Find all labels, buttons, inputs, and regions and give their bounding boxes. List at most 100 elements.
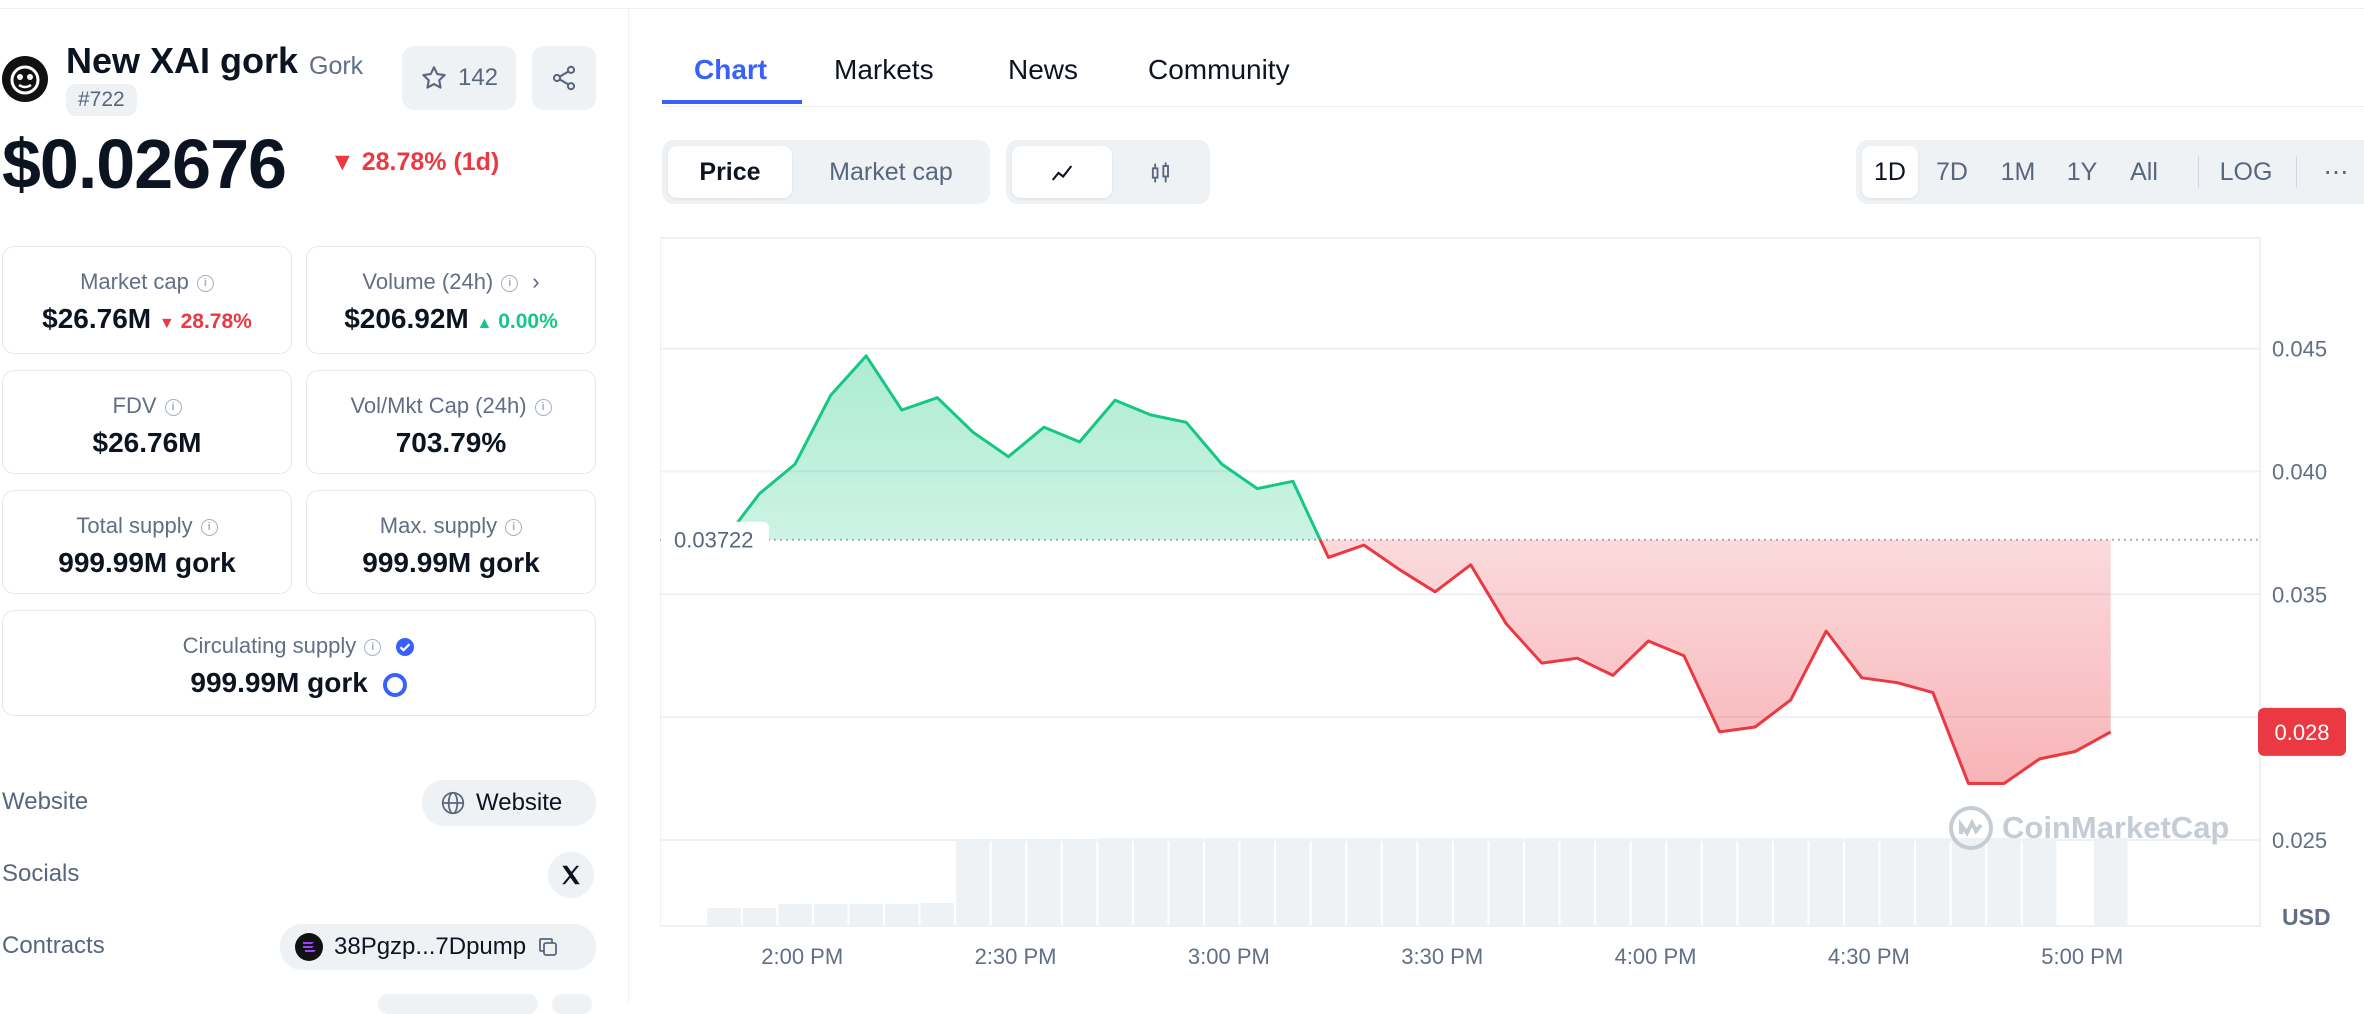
circulating-supply-card: Circulating supply i 999.99M gork bbox=[2, 610, 596, 716]
fdv-card: FDV i $26.76M bbox=[2, 370, 292, 474]
range-separator bbox=[2296, 156, 2297, 188]
price-line-down bbox=[723, 539, 2112, 785]
range-selector: 1D 7D 1M 1Y All LOG ⋯ bbox=[1856, 140, 2364, 204]
solana-icon bbox=[295, 933, 323, 961]
partial-button[interactable] bbox=[378, 994, 538, 1014]
circulating-supply-label: Circulating supply bbox=[182, 633, 357, 658]
area-above-reference bbox=[724, 355, 2111, 540]
candle-chart-button[interactable] bbox=[1118, 146, 1204, 198]
star-icon bbox=[422, 66, 446, 89]
volume-bar bbox=[1027, 840, 1061, 926]
tab-community[interactable]: Community bbox=[1148, 54, 1290, 85]
partial-icon-button[interactable] bbox=[552, 994, 592, 1014]
info-icon[interactable]: i bbox=[505, 518, 523, 536]
caret-down-icon: ▼ bbox=[330, 148, 355, 176]
volume-change-value: 0.00% bbox=[498, 310, 558, 333]
range-1y[interactable]: 1Y bbox=[2066, 158, 2098, 186]
price-chart[interactable]: 0.0450.0400.0350.0300.0250.037220.0282:0… bbox=[660, 236, 2364, 1004]
tab-chart[interactable]: Chart bbox=[694, 54, 768, 85]
volume-bar bbox=[742, 908, 777, 926]
market-cap-label-row: Market cap i bbox=[3, 269, 291, 295]
volume-card[interactable]: Volume (24h) i › $206.92M ▲ 0.00% bbox=[306, 246, 596, 354]
tab-markets[interactable]: Markets bbox=[834, 54, 934, 85]
info-icon[interactable]: i bbox=[200, 518, 218, 536]
watermark-text: CoinMarketCap bbox=[2002, 810, 2230, 845]
market-cap-value: $26.76M bbox=[42, 303, 152, 334]
panel-divider bbox=[628, 8, 629, 1004]
fdv-label-row: FDV i bbox=[3, 393, 291, 419]
x-tick-label: 2:30 PM bbox=[975, 944, 1057, 969]
area-below-reference bbox=[724, 539, 2111, 784]
volume-bar bbox=[1738, 838, 1772, 926]
volume-bar bbox=[1133, 838, 1168, 926]
x-tick-label: 3:00 PM bbox=[1188, 944, 1270, 969]
volume-bar bbox=[1631, 838, 1666, 926]
circulating-supply-value: 999.99M gork bbox=[190, 667, 368, 698]
info-icon[interactable]: i bbox=[364, 638, 382, 656]
volume-bar bbox=[2093, 838, 2128, 926]
caret-down-icon: ▼ bbox=[158, 315, 175, 332]
supply-ring-icon[interactable] bbox=[382, 672, 408, 698]
copy-icon[interactable] bbox=[536, 935, 560, 959]
website-label: Website bbox=[2, 788, 89, 815]
price: $0.02676 bbox=[2, 125, 287, 203]
volume-bar bbox=[1276, 838, 1310, 926]
coin-name: New XAI gork bbox=[66, 40, 299, 81]
circulating-supply-value-row: 999.99M gork bbox=[3, 667, 595, 699]
globe-icon bbox=[441, 791, 465, 815]
info-icon[interactable]: i bbox=[164, 398, 182, 416]
volume-label-row: Volume (24h) i › bbox=[307, 269, 595, 295]
y-tick-label: 0.025 bbox=[2272, 828, 2327, 853]
tab-news[interactable]: News bbox=[1008, 54, 1079, 85]
fdv-label: FDV bbox=[112, 393, 157, 418]
market-cap-toggle[interactable]: Market cap bbox=[829, 158, 953, 186]
total-supply-label: Total supply bbox=[76, 513, 193, 538]
reference-label-bg bbox=[661, 521, 769, 558]
info-icon[interactable]: i bbox=[501, 274, 519, 292]
share-button[interactable] bbox=[532, 46, 596, 110]
price-toggle[interactable]: Price bbox=[668, 146, 792, 198]
range-1m[interactable]: 1M bbox=[2000, 158, 2036, 186]
current-price-marker bbox=[2258, 707, 2346, 756]
volume-bar bbox=[991, 840, 1026, 926]
range-all[interactable]: All bbox=[2130, 158, 2158, 186]
chart-type-toggle bbox=[1006, 140, 1210, 204]
volume-bar bbox=[813, 904, 848, 926]
range-7d[interactable]: 7D bbox=[1936, 158, 1968, 186]
volume-bar bbox=[2022, 838, 2057, 926]
info-icon[interactable]: i bbox=[196, 274, 214, 292]
verified-icon bbox=[396, 638, 415, 657]
y-tick-label: 0.035 bbox=[2272, 582, 2327, 607]
volume-value-row: $206.92M ▲ 0.00% bbox=[307, 303, 595, 335]
volume-value: $206.92M bbox=[344, 303, 469, 334]
volume-bar bbox=[1773, 838, 1808, 926]
rank-badge: #722 bbox=[66, 84, 137, 116]
coinmarketcap-logo-icon bbox=[1949, 806, 1993, 850]
line-chart-icon bbox=[1051, 165, 1073, 182]
volume-label: Volume (24h) bbox=[362, 269, 494, 294]
price-mcap-toggle: Price Market cap bbox=[662, 140, 990, 204]
volume-bar bbox=[707, 908, 741, 926]
share-icon bbox=[552, 65, 576, 91]
volume-bar bbox=[1951, 838, 1986, 926]
x-social-button[interactable] bbox=[548, 852, 594, 898]
socials-label: Socials bbox=[2, 860, 80, 887]
contract-address-button[interactable]: 38Pgzp...7Dpump bbox=[280, 924, 596, 970]
info-icon[interactable]: i bbox=[534, 398, 552, 416]
volume-bar bbox=[1702, 838, 1737, 926]
volume-bar bbox=[1809, 838, 1843, 926]
more-options-icon[interactable]: ⋯ bbox=[2323, 158, 2349, 186]
vol-mkt-cap-label-row: Vol/Mkt Cap (24h) i bbox=[307, 393, 595, 419]
log-toggle[interactable]: LOG bbox=[2219, 158, 2273, 186]
price-change-value: 28.78% (1d) bbox=[361, 148, 500, 176]
range-separator bbox=[2198, 156, 2199, 188]
watchlist-button[interactable]: 142 bbox=[402, 46, 516, 110]
volume-bar bbox=[1098, 838, 1132, 926]
volume-bar bbox=[1916, 838, 1950, 926]
chevron-right-icon[interactable]: › bbox=[532, 269, 540, 294]
website-button[interactable]: Website bbox=[422, 780, 596, 826]
range-1d[interactable]: 1D bbox=[1862, 146, 1918, 198]
market-cap-change-value: 28.78% bbox=[180, 310, 252, 333]
volume-bar bbox=[1382, 838, 1417, 926]
line-chart-button[interactable] bbox=[1012, 146, 1112, 198]
